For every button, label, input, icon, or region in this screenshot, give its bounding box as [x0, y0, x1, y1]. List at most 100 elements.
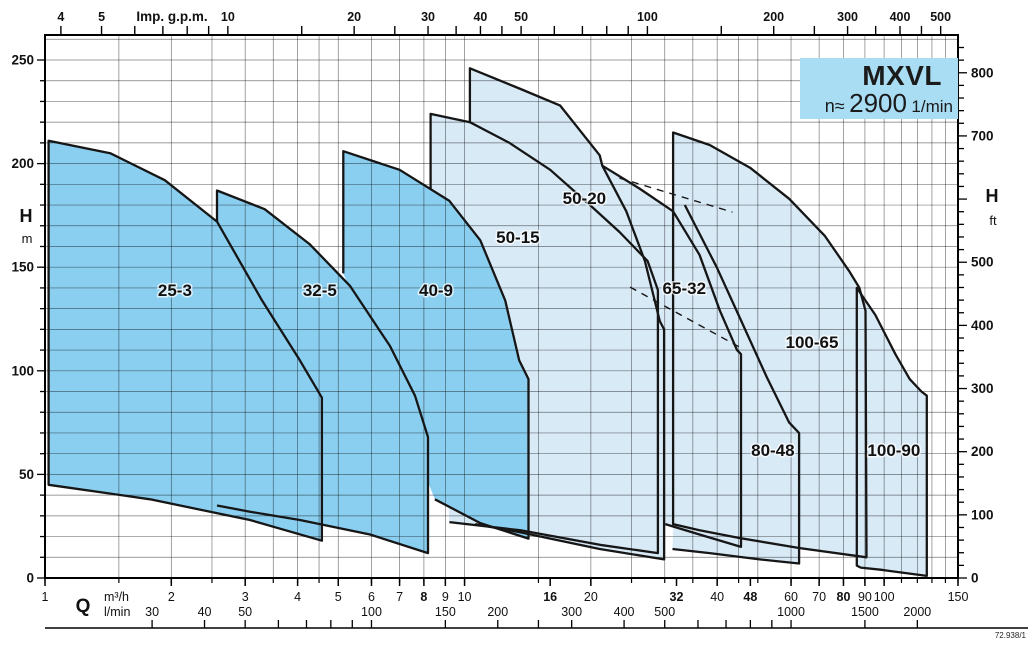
lmin-tick-label: 100	[361, 605, 382, 619]
right-tick-label: 200	[971, 444, 994, 459]
m3h-tick-label: 60	[784, 590, 798, 604]
top-tick-label: 4	[57, 10, 64, 24]
m3h-unit: m³/h	[104, 590, 129, 604]
m3h-tick-label: 90	[858, 590, 872, 604]
envelope-outline-25-3	[47, 139, 324, 542]
speed-prefix: n≈	[824, 96, 845, 117]
lmin-tick-label: 150	[435, 605, 456, 619]
right-axis-name: H	[986, 186, 999, 206]
envelope-label-100-90: 100-90	[867, 441, 920, 460]
top-tick-label: 300	[837, 10, 858, 24]
top-tick-label: 10	[221, 10, 235, 24]
m3h-tick-label: 100	[874, 590, 895, 604]
envelope-label-100-65: 100-65	[785, 333, 838, 352]
envelope-outlines	[47, 67, 928, 578]
lmin-tick-label: 300	[561, 605, 582, 619]
left-tick-label: 150	[11, 260, 34, 275]
left-tick-label: 0	[26, 571, 34, 586]
envelope-fill-32-5	[217, 190, 428, 554]
envelope-label-50-20: 50-20	[563, 189, 606, 208]
top-axis-unit: Imp. g.p.m.	[136, 9, 207, 24]
m3h-tick-label: 8	[420, 590, 427, 604]
m3h-tick-label: 9	[442, 590, 449, 604]
pump-series-title: MXVL	[862, 59, 942, 91]
lmin-tick-label: 40	[198, 605, 212, 619]
envelope-fill-100-65	[673, 132, 867, 558]
envelope-outline-40-9	[342, 150, 530, 540]
lmin-tick-label: 400	[614, 605, 635, 619]
right-tick-label: 400	[971, 318, 994, 333]
top-tick-label: 40	[473, 10, 487, 24]
pump-speed: n≈ 2900 1/min	[825, 90, 958, 116]
envelope-fill-100-90	[856, 287, 927, 576]
right-axis-unit: ft	[989, 213, 997, 228]
m3h-tick-label: 16	[543, 590, 557, 604]
left-tick-label: 50	[19, 467, 34, 482]
title-box: MXVL n≈ 2900 1/min	[800, 58, 958, 119]
envelope-outline-65-32	[601, 164, 743, 549]
envelope-label-40-9: 40-9	[419, 281, 453, 300]
m3h-tick-label: 4	[294, 590, 301, 604]
right-tick-label: 300	[971, 381, 994, 396]
document-reference: 72.938/1	[994, 631, 1026, 640]
top-tick-label: 100	[637, 10, 658, 24]
m3h-tick-label: 7	[396, 590, 403, 604]
right-tick-label: 500	[971, 255, 994, 270]
envelope-fill-40-9	[343, 151, 529, 539]
top-tick-label: 50	[514, 10, 528, 24]
right-tick-label: 800	[971, 65, 994, 80]
envelope-labels: 50-15 50-20 65-32 80-48 100-65 100-90 25-3 32-5…	[156, 187, 921, 461]
top-tick-label: 5	[98, 10, 105, 24]
speed-value: 2900	[849, 88, 907, 119]
m3h-tick-label: 10	[458, 590, 472, 604]
m3h-tick-label: 5	[335, 590, 342, 604]
envelope-label-25-3: 25-3	[158, 281, 192, 300]
m3h-tick-label: 2	[168, 590, 175, 604]
top-tick-label: 500	[930, 10, 951, 24]
m3h-tick-label: 48	[743, 590, 757, 604]
lmin-tick-label: 500	[654, 605, 675, 619]
top-tick-label: 30	[421, 10, 435, 24]
m3h-tick-label: 20	[584, 590, 598, 604]
lmin-tick-label: 1500	[851, 605, 879, 619]
left-tick-label: 250	[11, 53, 34, 68]
envelope-outline-80-48	[672, 204, 801, 565]
lmin-tick-label: 200	[487, 605, 508, 619]
envelope-outline-100-65	[671, 131, 868, 559]
m3h-tick-label: 6	[368, 590, 375, 604]
speed-unit: 1/min	[911, 97, 953, 117]
top-tick-label: 20	[347, 10, 361, 24]
right-tick-label: 0	[971, 571, 979, 586]
m3h-tick-label: 150	[948, 590, 969, 604]
top-tick-label: 400	[890, 10, 911, 24]
left-tick-label: 100	[11, 363, 34, 378]
envelope-outline-32-5	[215, 189, 430, 555]
envelope-outline-100-90	[855, 286, 928, 578]
left-axis-unit: m	[22, 231, 33, 246]
envelope-label-80-48: 80-48	[751, 441, 794, 460]
right-tick-label: 700	[971, 128, 994, 143]
envelope-outline-50-20	[468, 67, 666, 561]
top-tick-label: 200	[763, 10, 784, 24]
limit-dashed-line	[619, 177, 733, 213]
envelope-label-50-15: 50-15	[496, 228, 539, 247]
flow-axis-name: Q	[76, 596, 91, 617]
lmin-tick-label: 1000	[777, 605, 805, 619]
lmin-tick-label: 2000	[903, 605, 931, 619]
m3h-tick-label: 80	[837, 590, 851, 604]
lmin-unit: l/min	[104, 605, 130, 619]
right-tick-label: 100	[971, 507, 994, 522]
m3h-tick-label: 32	[670, 590, 684, 604]
envelope-fills	[48, 68, 927, 576]
m3h-tick-label: 40	[710, 590, 724, 604]
envelope-label-65-32: 65-32	[663, 279, 706, 298]
left-tick-label: 200	[11, 156, 34, 171]
left-axis-name: H	[20, 206, 33, 226]
lmin-tick-label: 30	[145, 605, 159, 619]
m3h-tick-label: 3	[242, 590, 249, 604]
m3h-tick-label: 70	[812, 590, 826, 604]
lmin-tick-label: 50	[238, 605, 252, 619]
